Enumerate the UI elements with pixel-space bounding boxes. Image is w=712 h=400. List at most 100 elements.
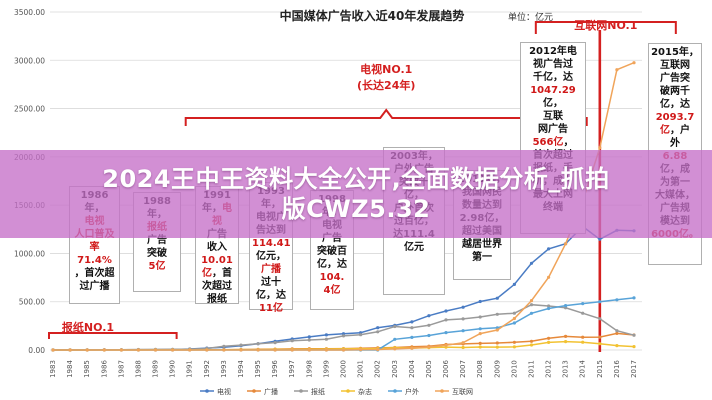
data-point	[359, 333, 363, 337]
data-point	[256, 348, 260, 352]
legend-marker	[252, 389, 256, 393]
data-point	[581, 302, 585, 306]
annotation-text: 报纸	[207, 294, 227, 305]
annotation-text: 过十	[261, 277, 281, 288]
data-point	[615, 331, 619, 335]
annotation-text: 次超过	[202, 281, 232, 292]
x-tick-label: 2006	[442, 360, 450, 378]
x-tick-label: 2004	[408, 360, 416, 378]
annotation-line: 亿，达	[651, 98, 699, 111]
data-point	[512, 282, 517, 286]
data-point	[495, 328, 499, 332]
data-point	[512, 316, 517, 321]
annotation-text: 亿	[202, 268, 212, 279]
bracket-label: 互联网NO.1	[574, 18, 637, 32]
x-tick-label: 2010	[510, 360, 518, 378]
x-tick-label: 2009	[493, 360, 501, 378]
x-tick-label: 1984	[66, 360, 74, 378]
annotation-line: 破两千	[651, 85, 699, 98]
x-tick-label: 1997	[288, 360, 296, 378]
annotation-text: 亿，达	[660, 99, 690, 110]
annotation-text: 广告	[322, 233, 342, 244]
annotation-line: 互联网	[651, 59, 699, 72]
x-tick-label: 1992	[203, 360, 211, 378]
data-point	[495, 345, 499, 349]
annotation-text: 566亿	[532, 137, 564, 148]
data-point	[478, 345, 482, 349]
annotation-line: 视广告过	[523, 58, 583, 71]
data-point	[615, 68, 619, 72]
annotation-text: 视广告过	[533, 59, 573, 70]
data-point	[495, 312, 499, 316]
annotation-line: 广告突	[651, 72, 699, 85]
x-tick-label: 2012	[545, 360, 553, 378]
legend-marker	[205, 389, 209, 393]
annotation-text: 亿，达	[256, 290, 286, 301]
data-point	[444, 309, 448, 313]
annotation-text: 第一	[472, 252, 492, 263]
x-tick-label: 2015	[596, 360, 604, 378]
annotation-line: 亿元， 广播	[252, 250, 290, 276]
annotation-text: 71.4%	[77, 255, 112, 266]
data-point	[632, 61, 636, 65]
data-point	[615, 344, 619, 348]
annotation-line: 广告	[136, 234, 178, 247]
annotation-line: 报纸	[198, 293, 236, 306]
annotation-line: 越居世界	[456, 238, 508, 251]
data-point	[256, 342, 260, 346]
data-point	[615, 298, 619, 302]
legend-label: 杂志	[358, 387, 372, 396]
data-point	[153, 348, 158, 352]
annotation-text: 收入	[207, 242, 227, 253]
annotation-line: 2012年电	[523, 45, 583, 58]
data-point	[461, 317, 465, 321]
annotation-text: 播	[271, 264, 281, 275]
legend: 电视 广播 报纸 杂志 户外 互联网	[200, 387, 473, 396]
data-point	[529, 303, 534, 307]
data-point	[564, 334, 568, 338]
bracket-newspaper	[48, 332, 178, 339]
annotation-text: 网广告	[538, 124, 568, 135]
annotation-text: 亿	[660, 125, 670, 136]
data-point	[615, 329, 619, 333]
data-point	[222, 348, 226, 352]
legend-marker	[346, 389, 350, 393]
data-point	[461, 305, 465, 309]
annotation-text: 亿元	[404, 242, 424, 253]
annotation-line: 566亿，	[523, 136, 583, 149]
data-point	[376, 347, 380, 352]
annotation-text: ，	[276, 251, 286, 262]
series-lines	[51, 61, 636, 352]
x-tick-label: 1999	[322, 360, 330, 378]
data-point	[376, 330, 380, 334]
annotation-line: 过广播	[72, 280, 117, 293]
annotation-line: 1047.29	[523, 84, 583, 97]
annotation-line: 亿，	[523, 97, 583, 110]
data-point	[478, 315, 482, 319]
annotation-line: ，首次超	[72, 267, 117, 280]
annotation-text: 亿元	[256, 251, 276, 262]
data-point	[564, 340, 568, 344]
x-tick-label: 2002	[374, 360, 382, 378]
data-point	[324, 333, 328, 337]
annotation-line: 次超过	[198, 280, 236, 293]
data-point	[632, 333, 636, 337]
data-point	[410, 320, 414, 324]
bracket-label: 电视NO.1	[360, 62, 412, 76]
x-tick-label: 1985	[83, 360, 91, 378]
data-point	[478, 341, 482, 345]
bracket-sublabel: (长达24年)	[357, 78, 415, 92]
bracket-internet	[534, 21, 677, 34]
data-point	[307, 335, 311, 339]
annotation-text: 2012年电	[529, 46, 577, 57]
data-point	[581, 311, 585, 315]
data-point	[529, 339, 534, 343]
x-tick-label: 1986	[100, 360, 108, 378]
data-point	[547, 247, 551, 251]
data-point	[239, 343, 243, 347]
annotation-text: 亿，	[543, 98, 563, 109]
legend-marker	[299, 389, 303, 393]
data-point	[598, 146, 602, 150]
data-point	[564, 306, 568, 310]
data-point	[529, 311, 534, 315]
